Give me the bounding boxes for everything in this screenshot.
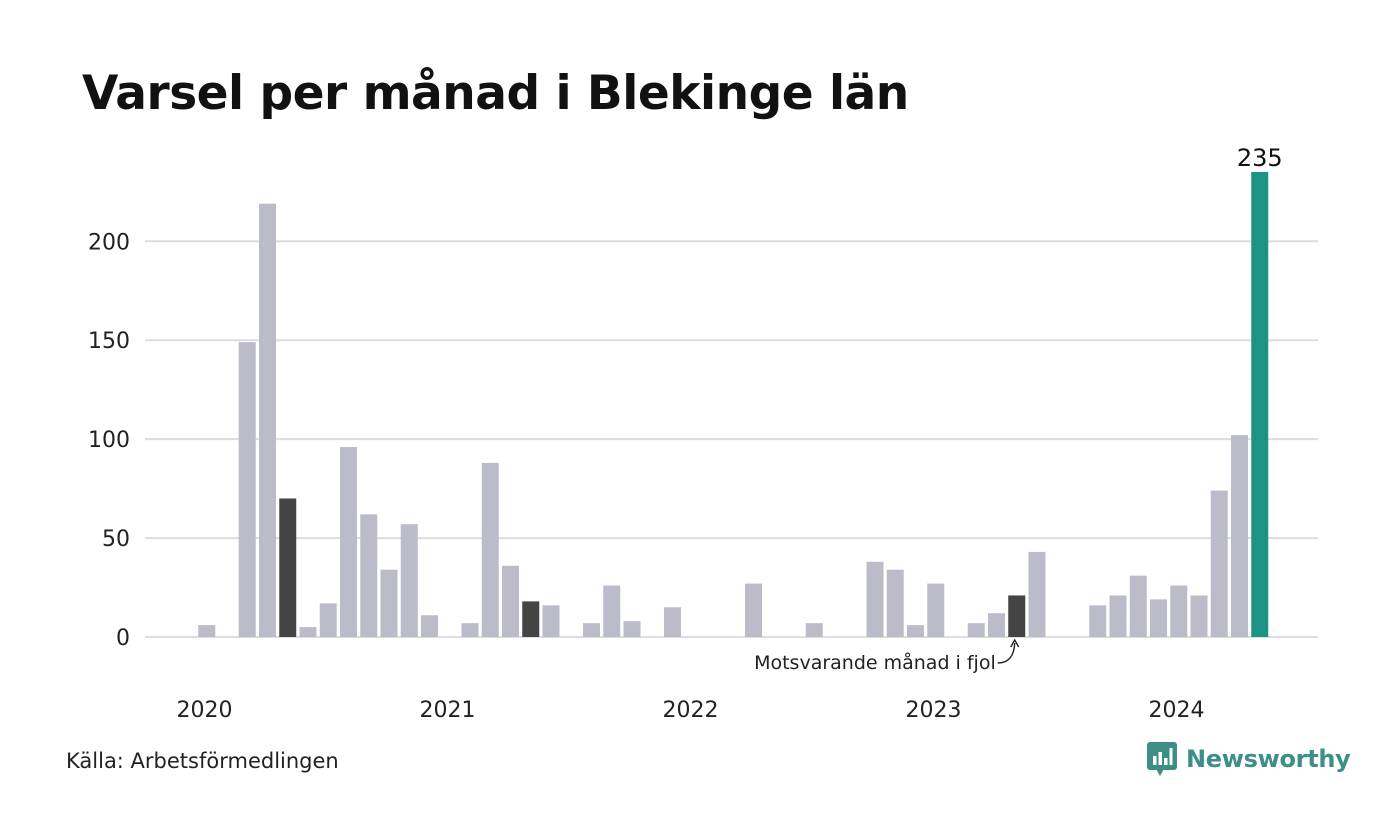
x-tick-label: 2022: [663, 698, 719, 723]
bar: [967, 623, 985, 637]
bar: [1190, 595, 1208, 637]
bar-same-month-previous-year: [279, 498, 297, 637]
bars: [198, 172, 1269, 637]
bar: [198, 625, 216, 637]
x-axis-ticks: 2020 2021 2022 2023 2024: [177, 698, 1205, 723]
source-note: Källa: Arbetsförmedlingen: [66, 749, 339, 773]
bar: [1109, 595, 1127, 637]
bar-same-month-previous-year: [1008, 595, 1026, 637]
brand-name: Newsworthy: [1186, 745, 1351, 773]
x-tick-label: 2023: [906, 698, 962, 723]
annotation-arrowhead: [1010, 638, 1020, 648]
bar: [603, 585, 621, 637]
x-tick-label: 2024: [1149, 698, 1205, 723]
chart-labels: 235 Motsvarande månad i fjol: [754, 144, 1283, 674]
y-tick-label: 100: [88, 428, 130, 453]
bar: [1170, 585, 1188, 637]
bar: [340, 447, 357, 637]
x-tick-label: 2021: [420, 698, 476, 723]
bar: [421, 615, 438, 637]
bar: [927, 583, 945, 637]
bar-same-month-previous-year: [522, 601, 540, 637]
chart-title: Varsel per månad i Blekinge län: [82, 66, 909, 121]
bar: [664, 607, 681, 637]
y-tick-label: 150: [88, 329, 130, 354]
bar: [1210, 490, 1228, 637]
bar: [360, 514, 378, 637]
bar: [1089, 605, 1107, 637]
bar: [400, 524, 418, 637]
bar: [1150, 599, 1167, 637]
current-value-label: 235: [1237, 144, 1283, 172]
bar: [805, 623, 823, 637]
annotation-label: Motsvarande månad i fjol: [754, 651, 996, 674]
bar: [299, 627, 317, 637]
bar: [1231, 435, 1248, 637]
bar: [259, 203, 276, 637]
bar: [1028, 551, 1046, 637]
bar: [583, 623, 600, 637]
brand-logo: Newsworthy: [1147, 742, 1351, 776]
y-axis-ticks: 0 50 100 150 200: [88, 230, 130, 651]
newsworthy-icon: [1147, 742, 1177, 776]
x-tick-label: 2020: [177, 698, 233, 723]
bar: [380, 569, 398, 637]
bar-current-month: [1251, 172, 1269, 637]
bar: [988, 613, 1005, 637]
bar: [461, 623, 479, 637]
bar: [866, 561, 884, 637]
bar: [745, 583, 762, 637]
bar: [623, 621, 641, 637]
annotation-arrow: [997, 642, 1016, 664]
bar: [319, 603, 337, 637]
bar: [1129, 575, 1147, 637]
bar: [481, 462, 499, 637]
y-tick-label: 0: [116, 626, 130, 651]
bar: [502, 565, 519, 637]
y-tick-label: 200: [88, 230, 130, 255]
bar: [907, 625, 924, 637]
y-tick-label: 50: [102, 527, 130, 552]
bar: [238, 342, 256, 637]
bar: [886, 569, 904, 637]
bar: [542, 605, 560, 637]
